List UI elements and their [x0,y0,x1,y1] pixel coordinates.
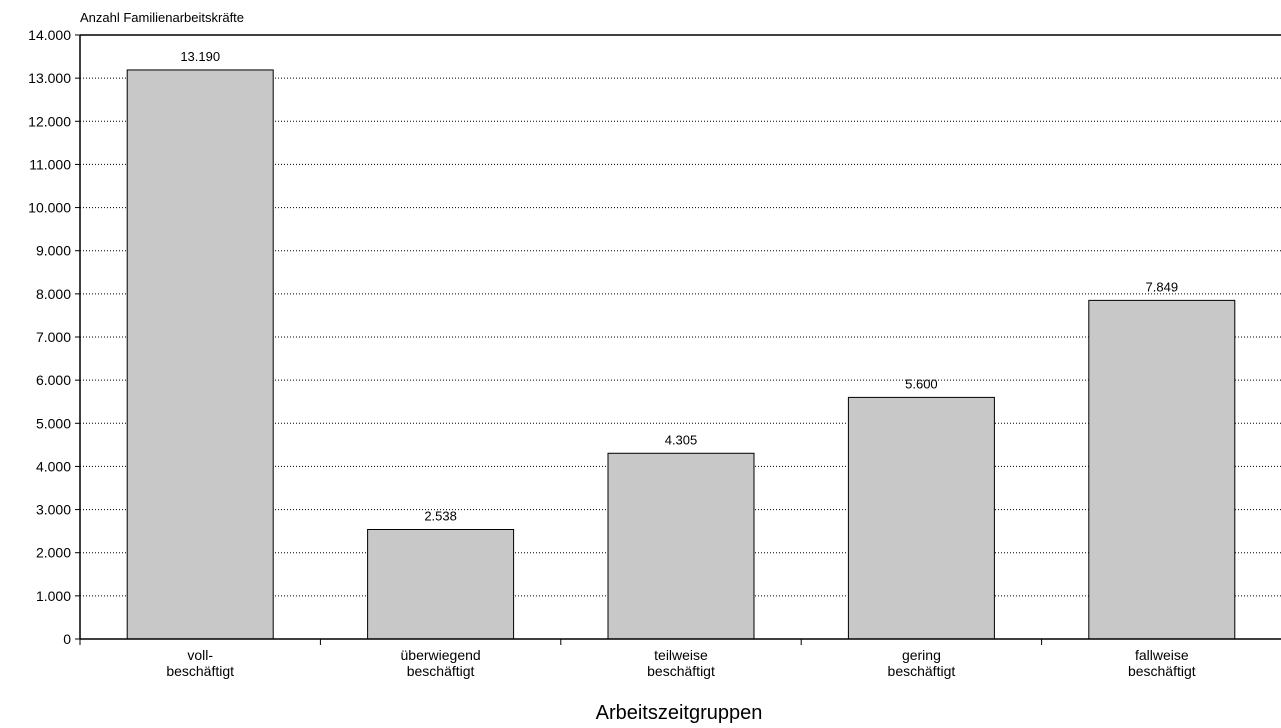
bar [126,69,274,640]
x-tick-label: fallweise beschäftigt [1128,647,1196,679]
y-tick-label: 3.000 [36,502,71,518]
y-tick-label: 5.000 [36,415,71,431]
data-label: 2.538 [424,509,457,524]
y-tick-label: 12.000 [28,113,71,129]
y-tick-label: 11.000 [29,156,71,172]
bar [1088,299,1236,640]
x-ticks: voll-beschäftigt überwiegend beschäftigt te… [79,639,1196,679]
y-tick-label: 0 [63,631,71,647]
y-tick-label: 13.000 [28,70,71,86]
y-tick-label: 2.000 [36,545,71,561]
y-tick-label: 4.000 [36,458,71,474]
x-tick-label: überwiegend beschäftigt [401,647,481,679]
data-label: 13.190 [180,49,220,64]
data-label: 7.849 [1146,279,1179,294]
y-tick-label: 8.000 [36,286,71,302]
x-tick-label: gering beschäftigt [888,647,956,679]
y-tick-label: 10.000 [28,200,71,216]
y-tick-label: 14.000 [28,27,71,43]
x-tick-label: teilweise beschäftigt [647,647,715,679]
bar [847,396,995,640]
y-tick-label: 9.000 [36,243,71,259]
bar [607,452,755,640]
bars [126,69,1236,640]
bar [367,529,515,640]
x-tick-label: voll-beschäftigt [166,647,234,679]
data-label: 5.600 [905,376,938,391]
y-tick-label: 1.000 [36,588,71,604]
data-label: 4.305 [665,432,698,447]
data-labels: 13.190 2.538 4.305 5.600 7.849 [180,49,1178,524]
y-axis-label: Anzahl Familienarbeitskräfte [80,10,244,25]
x-axis-label: Arbeitszeitgruppen [596,702,763,724]
y-ticks: 0 1.000 2.000 3.000 4.000 5.000 6.000 7.000 8.00… [28,27,80,647]
y-tick-label: 6.000 [36,372,71,388]
y-tick-label: 7.000 [36,329,71,345]
